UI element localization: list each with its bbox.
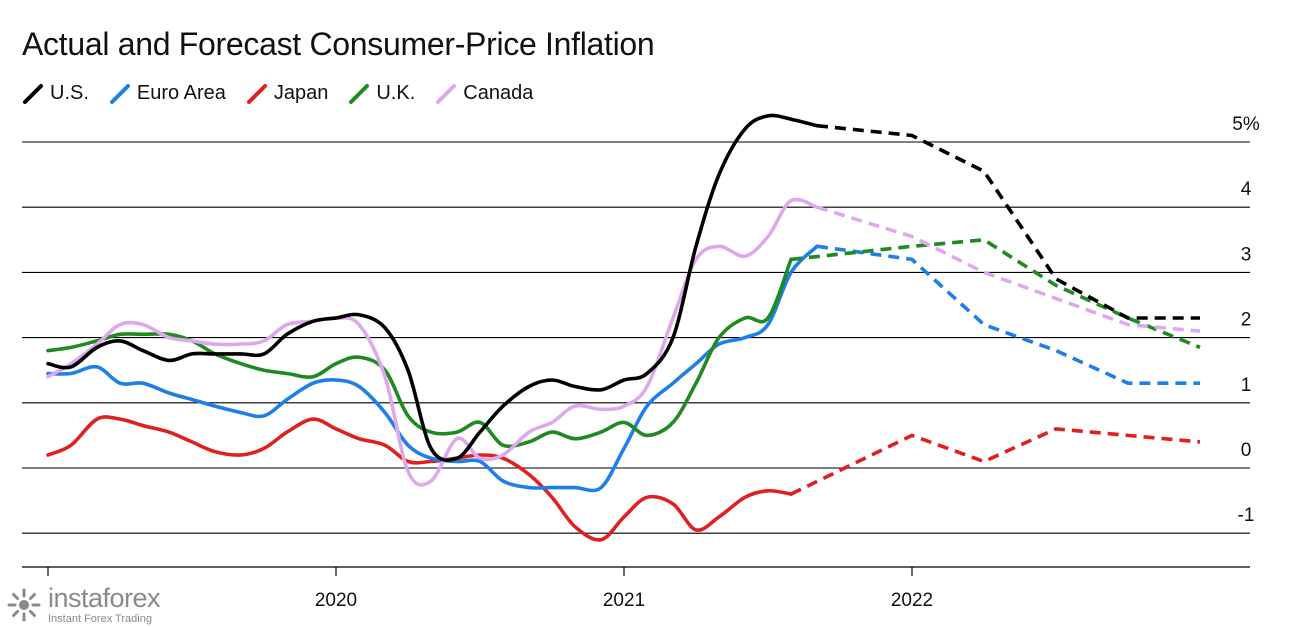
legend-label: Japan	[273, 82, 329, 104]
y-tick-label: 3	[1241, 244, 1252, 265]
series-line-canada-forecast	[816, 205, 1201, 333]
x-tick-label: 2020	[315, 590, 357, 611]
series-line-euro-area-actual	[46, 244, 819, 493]
x-tick-label: 2021	[603, 590, 645, 611]
legend-swatch-icon	[436, 83, 457, 104]
series-line-u-k-forecast	[790, 238, 1201, 350]
legend-item-canada: Canada	[435, 82, 533, 105]
series-line-u-s-actual	[46, 113, 819, 462]
x-tick-label: 2022	[891, 590, 933, 611]
y-tick-label: 5%	[1232, 114, 1260, 135]
y-tick-label: 2	[1241, 310, 1252, 331]
legend-swatch-icon	[349, 83, 370, 104]
y-tick-label: 0	[1241, 440, 1252, 461]
watermark-tagline: Instant Forex Trading	[48, 612, 152, 625]
series-line-canada-actual	[46, 197, 819, 487]
legend-item-euro-area: Euro Area	[109, 82, 226, 105]
legend-swatch-icon	[109, 83, 130, 104]
y-tick-label: 4	[1241, 179, 1252, 200]
legend-label: Canada	[463, 82, 534, 104]
series-line-u-s-forecast	[816, 123, 1200, 320]
y-tick-label: -1	[1238, 505, 1255, 526]
watermark: instaforex Instant Forex Trading	[0, 582, 182, 627]
legend-item-u-k: U.K.	[348, 82, 415, 105]
legend-item-japan: Japan	[246, 82, 329, 105]
series-line-euro-area-forecast	[816, 244, 1200, 385]
instaforex-logo-icon	[7, 588, 41, 621]
watermark-brand: instaforex	[48, 582, 161, 613]
series-line-japan-actual	[46, 415, 793, 542]
legend-swatch-icon	[23, 83, 43, 104]
legend-label: U.S.	[50, 82, 89, 104]
legend-item-u-s: U.S.	[22, 82, 89, 105]
legend-label: U.K.	[376, 82, 416, 104]
series-line-u-k-actual	[46, 257, 793, 449]
chart-title: Actual and Forecast Consumer-Price Infla…	[22, 26, 655, 62]
y-tick-label: 1	[1241, 375, 1252, 396]
series-line-japan-forecast	[790, 427, 1201, 496]
legend-swatch-icon	[246, 83, 267, 104]
legend: U.S. Euro Area Japan U.K. Canada	[22, 82, 553, 105]
legend-label: Euro Area	[136, 82, 226, 104]
